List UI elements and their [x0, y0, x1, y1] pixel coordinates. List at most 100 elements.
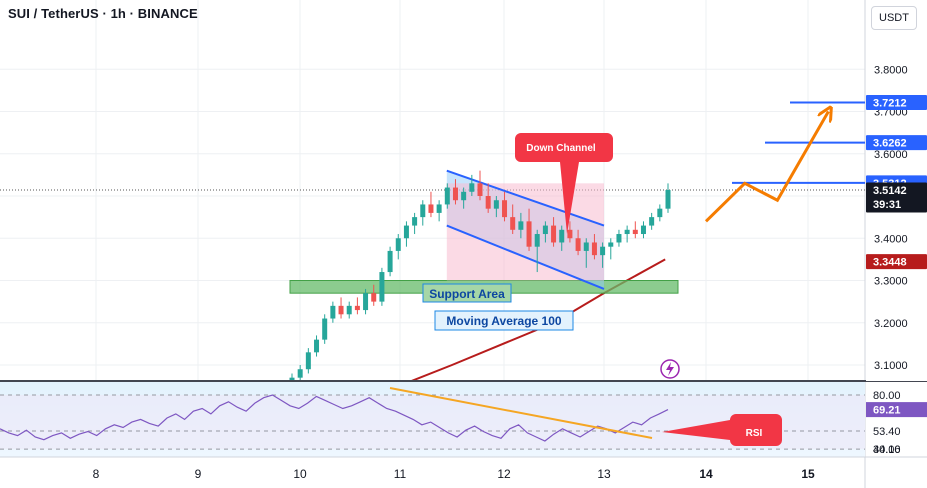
price-countdown: 39:31	[873, 199, 901, 211]
time-tick-label: 12	[497, 467, 511, 481]
price-tick-label: 3.6000	[874, 149, 908, 161]
candle-body	[387, 250, 393, 273]
candle-body	[502, 200, 508, 218]
price-label: 3.7212	[873, 98, 907, 110]
time-axis: 8 9 10 11 12 13 14 15	[0, 456, 927, 481]
candle-body	[534, 234, 540, 247]
candle-body	[665, 190, 671, 209]
rsi-callout-label: RSI	[746, 428, 763, 439]
down-channel-label: Down Channel	[526, 143, 596, 154]
rsi-tick-label: 53.40	[873, 426, 901, 438]
candle-body	[289, 377, 295, 382]
down-channel-callout	[515, 133, 613, 234]
candle-body	[608, 242, 614, 247]
candle-body	[657, 208, 663, 218]
time-tick-label: 14	[699, 467, 713, 481]
price-label: 3.6262	[873, 138, 907, 150]
rsi-trendline	[389, 387, 653, 439]
candle-body	[485, 196, 491, 209]
candle-body	[412, 217, 418, 226]
candle-body	[436, 204, 442, 213]
target-levels	[732, 101, 865, 184]
down-channel-upper	[446, 169, 605, 227]
rsi-callout	[662, 414, 782, 446]
candle-body	[379, 272, 385, 302]
symbol-title: SUI / TetherUS · 1h · BINANCE	[8, 6, 198, 21]
candle-body	[616, 234, 622, 243]
candle-body	[477, 183, 483, 196]
price-label: 3.3448	[873, 257, 907, 269]
candle-body	[526, 221, 532, 247]
candle-body	[403, 225, 409, 239]
price-label: 3.5142	[873, 185, 907, 197]
candle-body	[338, 305, 344, 315]
rsi-line	[0, 394, 669, 442]
candle-body	[428, 204, 434, 213]
candle-body	[330, 305, 336, 319]
price-tick-label: 3.3000	[874, 276, 908, 288]
candle-body	[371, 293, 377, 302]
price-tick-label: 3.8000	[874, 64, 908, 76]
candle-body	[600, 246, 606, 256]
price-label-box	[866, 254, 927, 270]
candle-body	[420, 204, 426, 218]
candle-body	[354, 305, 360, 311]
grid	[0, 0, 866, 488]
candlestick-series	[289, 170, 671, 387]
candle-body	[346, 305, 352, 315]
candle-body	[322, 318, 328, 340]
candle-body	[452, 187, 458, 201]
candle-body	[551, 225, 557, 243]
rsi-pane: RSI	[0, 380, 927, 457]
rsi-tick-label: 34.16	[873, 444, 901, 456]
time-tick-label: 13	[597, 467, 611, 481]
price-label-box	[866, 182, 927, 213]
callouts: Down Channel Support Area Moving Average 1…	[422, 133, 680, 379]
candle-body	[575, 238, 581, 251]
price-tick-label: 3.4000	[874, 233, 908, 245]
down-channel-lower	[446, 224, 605, 290]
rsi-value-label: 69.21	[873, 405, 901, 417]
projection-arrow	[704, 112, 828, 223]
price-label-box	[866, 95, 927, 111]
candle-body	[567, 229, 573, 239]
candle-body	[493, 200, 499, 209]
rsi-tick-label: 40.00	[873, 444, 901, 456]
price-tick-label: 3.1000	[874, 360, 908, 372]
price-label-box	[866, 135, 927, 151]
candle-body	[632, 229, 638, 235]
rsi-value-box	[866, 402, 927, 418]
candle-body	[314, 339, 320, 353]
candle-body	[469, 183, 475, 192]
price-tick-label: 3.2000	[874, 318, 908, 330]
candle-body	[297, 369, 303, 378]
time-tick-label: 10	[293, 467, 307, 481]
candle-body	[583, 242, 589, 251]
moving-average-label: Moving Average 100	[446, 314, 561, 328]
candle-body	[624, 229, 630, 235]
candle-body	[510, 217, 516, 230]
candle-body	[518, 221, 524, 230]
price-axis: 3.80003.70003.60003.40003.30003.20003.10…	[866, 0, 927, 381]
candle-body	[559, 229, 565, 243]
candle-body	[649, 217, 655, 226]
candle-body	[591, 242, 597, 256]
rsi-tick-label: 80.00	[873, 390, 901, 402]
support-area-label: Support Area	[429, 287, 505, 301]
candle-body	[461, 191, 467, 201]
time-tick-label: 8	[93, 467, 100, 481]
currency-button[interactable]: USDT	[871, 6, 917, 30]
candle-body	[363, 293, 369, 311]
candle-body	[395, 238, 401, 251]
lightning-glyph-icon	[666, 362, 674, 376]
candle-body	[305, 352, 311, 370]
time-tick-label: 11	[394, 467, 407, 481]
projection-path	[704, 112, 828, 223]
rsi-axis-bg	[866, 382, 927, 458]
time-tick-label: 9	[195, 467, 202, 481]
candle-body	[640, 225, 646, 235]
support-area-box	[422, 283, 512, 303]
moving-average-box	[434, 310, 574, 331]
